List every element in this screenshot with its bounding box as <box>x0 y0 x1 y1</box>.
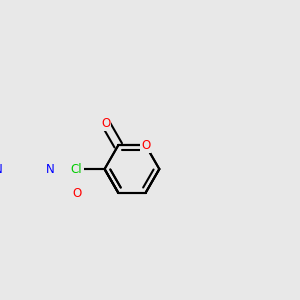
Text: O: O <box>141 139 150 152</box>
Text: N: N <box>45 163 54 176</box>
Text: O: O <box>101 118 111 130</box>
Text: Cl: Cl <box>70 163 82 176</box>
Text: N: N <box>0 163 3 176</box>
Text: O: O <box>73 187 82 200</box>
